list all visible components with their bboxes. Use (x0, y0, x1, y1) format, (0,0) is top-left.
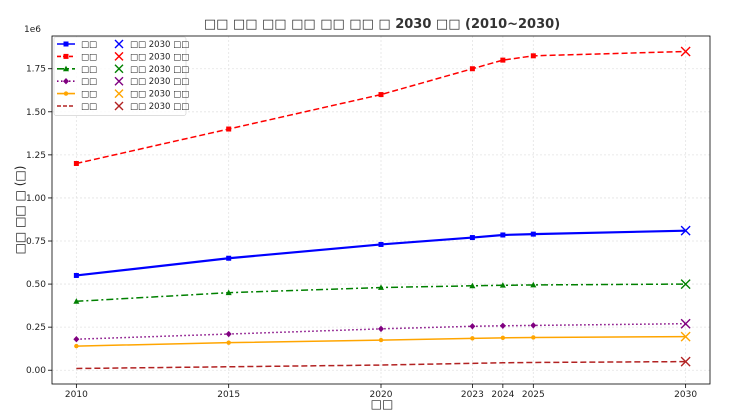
series-group (73, 318, 691, 343)
data-point (225, 289, 232, 296)
data-point (378, 92, 384, 98)
series-layer (73, 46, 691, 370)
data-point (469, 323, 476, 330)
y-tick-label: 0.00 (26, 366, 46, 376)
legend-projection-swatch (114, 51, 124, 61)
legend-projection-label: □□ 2030 □□ (130, 40, 189, 50)
x-tick-label: 2030 (674, 390, 697, 400)
data-point (499, 322, 506, 329)
data-point (378, 284, 384, 290)
legend-label: □□ (81, 102, 97, 112)
data-point (63, 41, 69, 47)
data-point (469, 235, 475, 241)
data-point (469, 66, 475, 72)
projection-marker (680, 318, 691, 329)
legend-projection-swatch (114, 39, 124, 49)
y-tick-label: 1.50 (26, 108, 46, 118)
data-point (500, 335, 506, 341)
data-point (73, 160, 79, 166)
data-point (63, 65, 69, 72)
series-line (76, 360, 686, 370)
data-point (500, 232, 506, 238)
legend-projection-swatch (114, 101, 124, 111)
data-point (73, 272, 79, 278)
legend-projection-swatch (114, 64, 124, 74)
y-tick-label: 1.25 (26, 151, 46, 161)
legend-projection-label: □□ 2030 □□ (130, 52, 189, 62)
data-point (530, 322, 537, 329)
x-tick-label: 2015 (217, 390, 240, 400)
data-point (378, 337, 384, 343)
data-point (63, 78, 69, 85)
projection-marker (680, 46, 691, 57)
data-point (74, 343, 79, 349)
data-point (226, 255, 232, 261)
legend-projection-label: □□ 2030 □□ (130, 77, 189, 87)
legend-label: □□ (81, 40, 97, 50)
x-tick-label: 2024 (491, 390, 514, 400)
data-point (499, 282, 506, 288)
data-point (226, 126, 232, 132)
x-tick-label: 2023 (461, 390, 484, 400)
grid (52, 36, 710, 384)
data-point (470, 336, 475, 341)
series-group (73, 225, 691, 278)
y-tick-label: 1.00 (26, 194, 46, 204)
data-point (469, 282, 476, 289)
legend-projection-label: □□ 2030 □□ (130, 65, 189, 75)
y-axis-label: □□ □□ □ (□) (13, 166, 27, 255)
data-point (530, 53, 536, 59)
series-group (76, 356, 691, 370)
y-tick-label: 0.75 (26, 237, 46, 247)
data-point (73, 336, 80, 343)
chart-title: □□ □□ □□ □□ □□ □□ □ 2030 □□ (2010~2030) (204, 17, 560, 32)
projection-marker (680, 279, 691, 290)
projection-marker (680, 225, 691, 236)
ticks: 2010 2015 2020 2023 2024 2025 2030 0.00 0.25 0.50… (26, 65, 697, 400)
projection-marker (680, 331, 691, 342)
series-group (73, 46, 691, 166)
data-point (530, 281, 537, 288)
series-group (74, 331, 691, 349)
y-scale-label: 1e6 (24, 25, 41, 35)
x-tick-label: 2020 (370, 390, 393, 400)
x-tick-label: 2025 (522, 390, 545, 400)
data-point (530, 231, 536, 237)
legend-projection-label: □□ 2030 □□ (130, 102, 189, 112)
y-tick-label: 0.50 (26, 280, 46, 290)
data-point (63, 91, 69, 96)
y-tick-label: 0.25 (26, 323, 46, 333)
legend-label: □□ (81, 65, 97, 75)
legend-box (53, 36, 187, 116)
data-point (63, 53, 69, 59)
legend-projection-swatch (114, 89, 124, 99)
legend-projection-swatch (114, 76, 124, 86)
legend-label: □□ (81, 77, 97, 87)
data-point (225, 330, 232, 338)
legend-projection-label: □□ 2030 □□ (130, 90, 189, 100)
data-point (226, 340, 231, 345)
x-axis-label: □□ (371, 397, 394, 411)
data-point (378, 325, 384, 333)
data-point (500, 57, 506, 63)
data-point (378, 241, 384, 247)
legend-label: □□ (81, 52, 97, 62)
data-point (531, 335, 536, 340)
series-group (73, 279, 691, 304)
projection-marker (680, 356, 691, 367)
y-tick-label: 1.75 (26, 65, 46, 75)
legend-label: □□ (81, 90, 97, 100)
legend: □□ □□ 2030 □□ □□ □□ 2030 □□ □□ □□ 2030 □□ □□ □□… (53, 36, 189, 116)
data-point (73, 298, 80, 304)
x-tick-label: 2010 (65, 390, 88, 400)
